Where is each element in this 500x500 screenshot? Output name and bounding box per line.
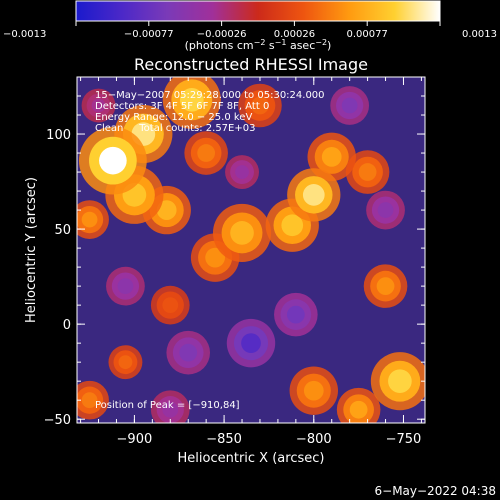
heatmap-cell — [118, 355, 133, 370]
heatmap-cell — [241, 333, 261, 354]
heatmap-cell — [303, 380, 324, 401]
colorbar-tick-label: 0.00026 — [274, 29, 315, 40]
heatmap-cell — [81, 211, 98, 228]
y-tick-label: 50 — [54, 223, 71, 238]
heatmap-cell — [302, 184, 325, 206]
annotation-line: 15−May−2007 05:29:28.000 to 05:30:24.000 — [95, 90, 325, 101]
heatmap-cell — [376, 277, 395, 296]
colorbar-tick-label: 0.0013 — [462, 29, 497, 40]
heatmap-cell — [286, 305, 305, 324]
observation-annotations: 15−May−2007 05:29:28.000 to 05:30:24.000… — [95, 90, 325, 134]
heatmap-cell — [197, 144, 216, 162]
heatmap-cell — [179, 87, 204, 112]
x-tick-label: −800 — [296, 432, 332, 447]
heatmap-cell — [81, 392, 98, 409]
heatmap-cell — [341, 97, 358, 114]
heatmap-cell — [179, 343, 198, 362]
colorbar-ticks — [75, 21, 441, 26]
x-tick-labels: −900 −850 −800 −750 — [117, 432, 422, 447]
colorbar-unit-label: (photons cm−2 s−1 asec−2) — [185, 38, 332, 52]
y-tick-labels: −50 0 50 100 — [44, 128, 71, 428]
heatmap-cell — [230, 221, 254, 245]
heatmap-cell — [91, 98, 106, 113]
axis-ticks — [77, 76, 425, 423]
colorbar-tick-labels: −0.0013 −0.00077 −0.00026 0.00026 0.00077 0.0… — [3, 29, 497, 40]
heatmap-cell — [358, 163, 377, 181]
heatmap-cell — [349, 400, 368, 419]
heatmap-cell — [377, 202, 394, 218]
heatmap-cell — [99, 146, 127, 175]
heatmap-cell — [321, 146, 342, 167]
x-tick-label: −850 — [206, 432, 242, 447]
heatmap-cell — [162, 297, 179, 314]
annotation-line: Detectors: 3F 4F 5F 6F 7F 8F, Att 0 — [95, 101, 269, 112]
peak-position-label: Position of Peak = [−910,84] — [95, 400, 240, 411]
heatmap-cell — [388, 369, 412, 394]
x-axis-label: Heliocentric X (arcsec) — [178, 451, 325, 466]
x-tick-label: −900 — [117, 432, 153, 447]
heatmap-cell — [117, 278, 134, 295]
colorbar-tick-label: 0.00077 — [347, 29, 388, 40]
heatmap-cell — [156, 200, 177, 220]
y-tick-label: 100 — [46, 128, 71, 143]
heatmap-cell — [251, 96, 269, 115]
heatmap-cell — [205, 247, 225, 268]
plot-frame — [76, 76, 426, 424]
heatmap-cell — [235, 165, 249, 179]
heatmap-cell — [162, 401, 179, 418]
y-axis-label: Heliocentric Y (arcsec) — [24, 177, 39, 323]
chart-title: Reconstructed RHESSI Image — [134, 55, 368, 74]
colorbar-tick-label: −0.00077 — [124, 29, 174, 40]
heatmap-image — [77, 77, 425, 423]
x-tick-label: −750 — [386, 432, 422, 447]
colorbar — [75, 0, 441, 22]
annotation-line: Clean Total counts: 2.57E+03 — [95, 123, 255, 134]
y-tick-label: 0 — [63, 318, 71, 333]
colorbar-tick-label: −0.0013 — [3, 29, 46, 40]
footer-timestamp: 6−May−2022 04:38 — [375, 484, 497, 498]
colorbar-tick-label: −0.00026 — [197, 29, 247, 40]
heatmap-cell — [281, 214, 304, 237]
annotation-line: Energy Range: 12.0 − 25.0 keV — [95, 112, 252, 123]
y-tick-label: −50 — [44, 413, 71, 428]
